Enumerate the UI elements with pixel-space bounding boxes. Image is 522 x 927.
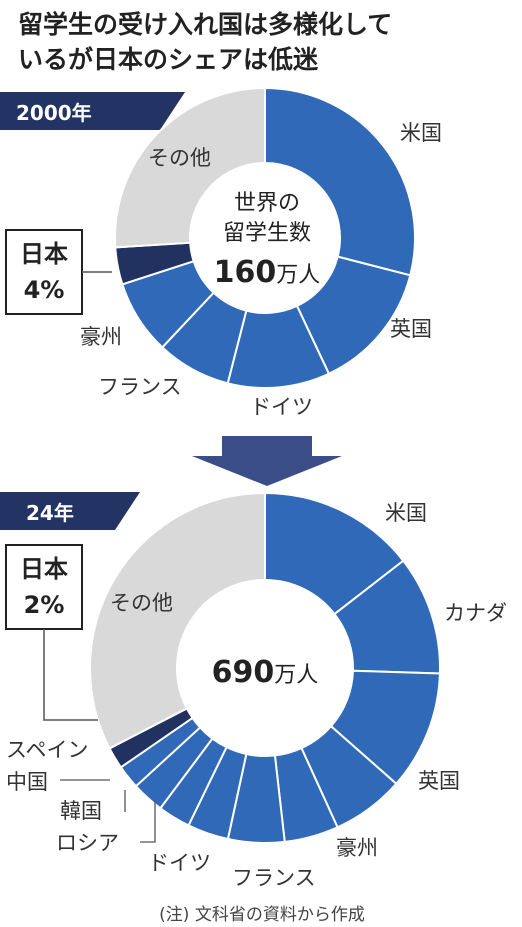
pie1-label-france: フランス bbox=[98, 375, 182, 399]
pie2-total-unit: 万人 bbox=[274, 663, 318, 688]
pie2-label-uk: 英国 bbox=[418, 769, 460, 793]
pie1-center-line2: 留学生数 bbox=[223, 221, 311, 246]
pie2-label-china: 中国 bbox=[6, 770, 48, 794]
pie1-label-uk: 英国 bbox=[390, 317, 432, 341]
pie2-label-other: その他 bbox=[110, 591, 173, 615]
arrow-shaft bbox=[222, 436, 312, 456]
chart-title-line1: 留学生の受け入れ国は多様化して bbox=[18, 10, 392, 39]
pie1-label-germany: ドイツ bbox=[250, 395, 313, 419]
japan-box-24-share: 2% bbox=[24, 591, 65, 619]
year-label-2000: 2000年 bbox=[16, 101, 92, 125]
pie2-label-korea: 韓国 bbox=[60, 799, 102, 823]
pie2-label-canada: カナダ bbox=[444, 601, 507, 625]
japan-box-24-name: 日本 bbox=[20, 555, 68, 583]
pie-24 bbox=[89, 491, 441, 844]
pie-2000 bbox=[114, 86, 416, 389]
year-band-2000 bbox=[0, 92, 185, 130]
pie2-total-number: 690 bbox=[212, 655, 275, 690]
pie1-slice-0 bbox=[264, 86, 416, 277]
down-arrow bbox=[192, 436, 342, 486]
pie2-label-usa: 米国 bbox=[385, 501, 427, 525]
pie1-total-unit: 万人 bbox=[276, 263, 320, 288]
pie1-label-usa: 米国 bbox=[400, 121, 442, 145]
japan-box-2000-name: 日本 bbox=[20, 240, 68, 268]
pie1-total-number: 160 bbox=[214, 255, 277, 290]
arrow-head bbox=[192, 456, 342, 486]
pie2-slice-11 bbox=[89, 491, 266, 750]
year-band-24 bbox=[0, 492, 140, 530]
pie1-total: 160万人 bbox=[214, 255, 321, 290]
year-label-24: 24年 bbox=[26, 501, 74, 525]
pie1-slice-6 bbox=[114, 86, 266, 249]
pie2-label-russia: ロシア bbox=[56, 831, 119, 855]
leader-russia bbox=[140, 800, 156, 843]
pie2-label-france: フランス bbox=[232, 866, 316, 890]
japan-box-24 bbox=[5, 544, 83, 630]
pie2-label-germany: ドイツ bbox=[148, 851, 211, 875]
pie2-total: 690万人 bbox=[212, 655, 319, 690]
japan-leader-24 bbox=[43, 629, 98, 721]
footnote: (注) 文科省の資料から作成 bbox=[159, 905, 365, 925]
pie1-label-other: その他 bbox=[148, 146, 211, 170]
pie1-label-australia: 豪州 bbox=[80, 325, 122, 349]
chart-title-line2: いるが日本のシェアは低迷 bbox=[18, 45, 319, 74]
pie2-label-australia: 豪州 bbox=[336, 836, 378, 860]
japan-box-2000-share: 4% bbox=[24, 276, 65, 304]
pie1-center-line1: 世界の bbox=[234, 191, 300, 216]
pie2-label-spain: スペイン bbox=[6, 738, 89, 762]
